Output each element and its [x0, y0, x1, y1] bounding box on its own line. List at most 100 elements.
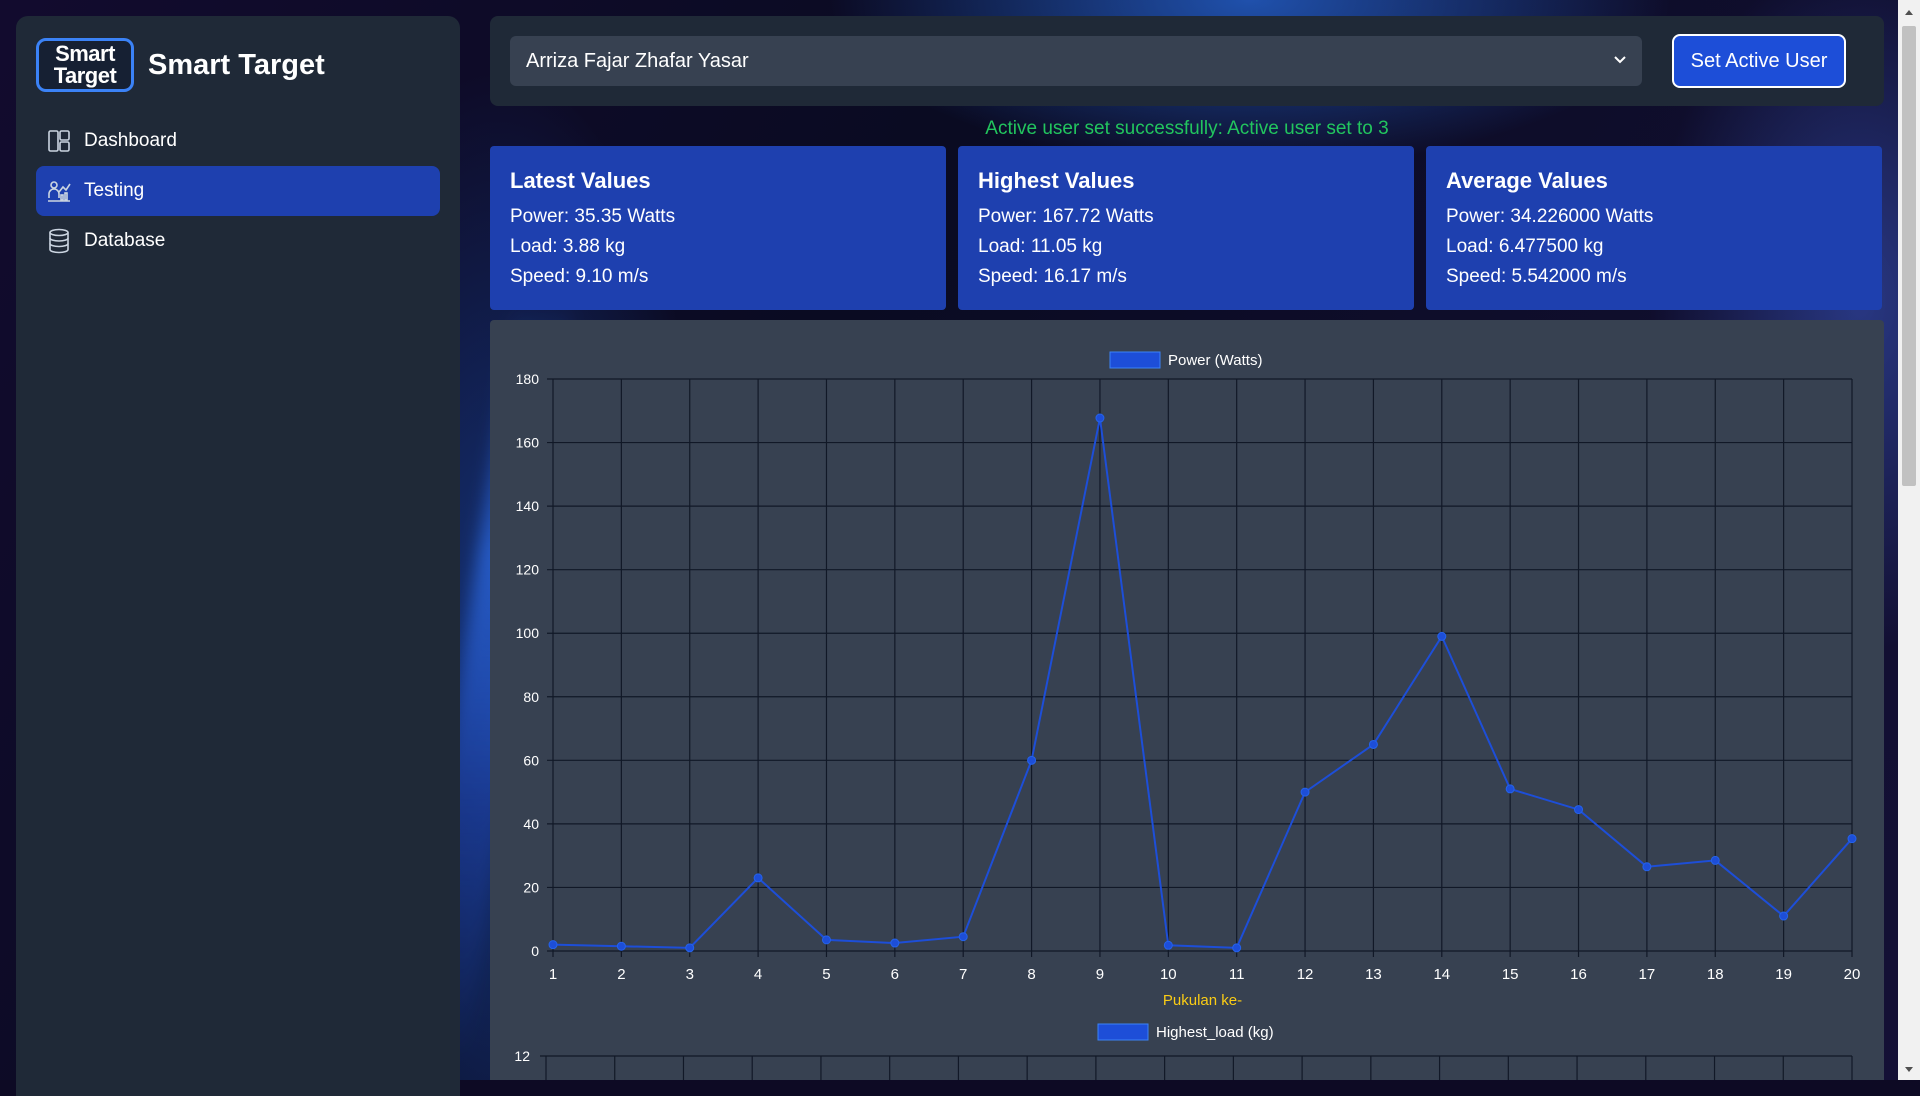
page-scrollbar[interactable]	[1898, 0, 1920, 1080]
power-data-point	[1233, 944, 1241, 952]
x-tick-label: 13	[1365, 966, 1382, 983]
sidebar-item-label: Dashboard	[84, 130, 177, 152]
power-data-point	[1028, 756, 1036, 764]
x-tick-label: 14	[1433, 966, 1450, 983]
selected-user: Arriza Fajar Zhafar Yasar	[526, 50, 749, 73]
x-tick-label: 6	[891, 966, 899, 983]
power-data-point	[1848, 835, 1856, 843]
power-data-point	[1438, 632, 1446, 640]
legend-swatch	[1110, 352, 1160, 368]
average-values-card: Average Values Power: 34.226000 Watts Lo…	[1426, 146, 1882, 310]
highest-power: Power: 167.72 Watts	[978, 202, 1394, 232]
card-title: Highest Values	[978, 168, 1394, 194]
app-title: Smart Target	[148, 49, 325, 82]
set-active-user-button[interactable]: Set Active User	[1672, 34, 1846, 88]
power-data-point	[1575, 806, 1583, 814]
scrollbar-thumb[interactable]	[1902, 26, 1916, 486]
power-series-line	[553, 418, 1852, 948]
legend-label-2: Highest_load (kg)	[1156, 1024, 1274, 1041]
average-load: Load: 6.477500 kg	[1446, 232, 1862, 262]
highest-speed: Speed: 16.17 m/s	[978, 262, 1394, 292]
user-select-bar: Arriza Fajar Zhafar Yasar Set Active Use…	[490, 16, 1884, 106]
x-tick-label: 20	[1844, 966, 1861, 983]
x-tick-label: 4	[754, 966, 762, 983]
power-data-point	[549, 941, 557, 949]
chart-user-icon	[46, 178, 72, 204]
x-tick-label: 3	[686, 966, 694, 983]
x-tick-label: 11	[1229, 966, 1245, 983]
x-tick-label: 2	[617, 966, 625, 983]
x-tick-label: 5	[822, 966, 830, 983]
legend-swatch-2	[1098, 1024, 1148, 1040]
user-select[interactable]: Arriza Fajar Zhafar Yasar	[510, 36, 1642, 86]
x-tick-label: 10	[1160, 966, 1177, 983]
y-tick-label: 80	[523, 689, 539, 705]
y-tick-label: 140	[516, 498, 540, 514]
average-power: Power: 34.226000 Watts	[1446, 202, 1862, 232]
power-data-point	[1506, 785, 1514, 793]
y-tick-label: 60	[523, 752, 539, 768]
highest-values-card: Highest Values Power: 167.72 Watts Load:…	[958, 146, 1414, 310]
power-data-point	[1301, 788, 1309, 796]
status-message: Active user set successfully: Active use…	[490, 118, 1884, 140]
x-tick-label: 9	[1096, 966, 1104, 983]
scroll-up-arrow-icon[interactable]	[1903, 6, 1915, 18]
sidebar-item-testing[interactable]: Testing	[36, 166, 440, 216]
x-tick-label: 7	[959, 966, 967, 983]
y-tick-label: 160	[516, 435, 540, 451]
sidebar-item-dashboard[interactable]: Dashboard	[36, 116, 440, 166]
power-data-point	[754, 874, 762, 882]
power-data-point	[1096, 414, 1104, 422]
x-tick-label: 15	[1502, 966, 1519, 983]
power-data-point	[1164, 941, 1172, 949]
power-data-point	[1780, 912, 1788, 920]
power-data-point	[686, 944, 694, 952]
chevron-down-icon	[1612, 50, 1628, 76]
x-tick-label: 19	[1775, 966, 1792, 983]
database-icon	[46, 228, 72, 254]
y-tick-label: 180	[516, 371, 540, 387]
power-data-point	[1711, 856, 1719, 864]
x-tick-label: 8	[1027, 966, 1035, 983]
y-tick-label: 20	[523, 879, 539, 895]
power-data-point	[822, 936, 830, 944]
x-tick-label: 18	[1707, 966, 1724, 983]
y-tick-label: 40	[523, 816, 539, 832]
x-tick-label: 12	[1297, 966, 1314, 983]
brand: Smart Target Smart Target	[36, 38, 325, 92]
power-data-point	[1643, 863, 1651, 871]
x-tick-label: 17	[1639, 966, 1656, 983]
latest-power: Power: 35.35 Watts	[510, 202, 926, 232]
scroll-down-arrow-icon[interactable]	[1903, 1062, 1915, 1074]
dashboard-icon	[46, 128, 72, 154]
latest-load: Load: 3.88 kg	[510, 232, 926, 262]
card-title: Average Values	[1446, 168, 1862, 194]
x-tick-label: 1	[549, 966, 557, 983]
y-tick-label: 100	[516, 625, 540, 641]
power-data-point	[891, 939, 899, 947]
average-speed: Speed: 5.542000 m/s	[1446, 262, 1862, 292]
sidebar-nav: Dashboard Testing Database	[36, 116, 440, 266]
y-tick-label: 120	[516, 562, 540, 578]
logo-line-2: Target	[54, 65, 117, 87]
power-data-point	[959, 933, 967, 941]
x-tick-label: 16	[1570, 966, 1587, 983]
sidebar-item-database[interactable]: Database	[36, 216, 440, 266]
latest-speed: Speed: 9.10 m/s	[510, 262, 926, 292]
x-axis-label: Pukulan ke-	[1163, 992, 1242, 1009]
sidebar: Smart Target Smart Target Dashboard Test…	[16, 16, 460, 1096]
y-tick-label-2: 12	[514, 1048, 530, 1064]
smart-target-logo: Smart Target	[36, 38, 134, 92]
power-data-point	[1369, 740, 1377, 748]
card-title: Latest Values	[510, 168, 926, 194]
logo-line-1: Smart	[55, 43, 115, 65]
legend-label: Power (Watts)	[1168, 352, 1262, 369]
y-tick-label: 0	[531, 943, 539, 959]
highest-load: Load: 11.05 kg	[978, 232, 1394, 262]
latest-values-card: Latest Values Power: 35.35 Watts Load: 3…	[490, 146, 946, 310]
sidebar-item-label: Testing	[84, 180, 144, 202]
sidebar-item-label: Database	[84, 230, 165, 252]
power-data-point	[617, 942, 625, 950]
